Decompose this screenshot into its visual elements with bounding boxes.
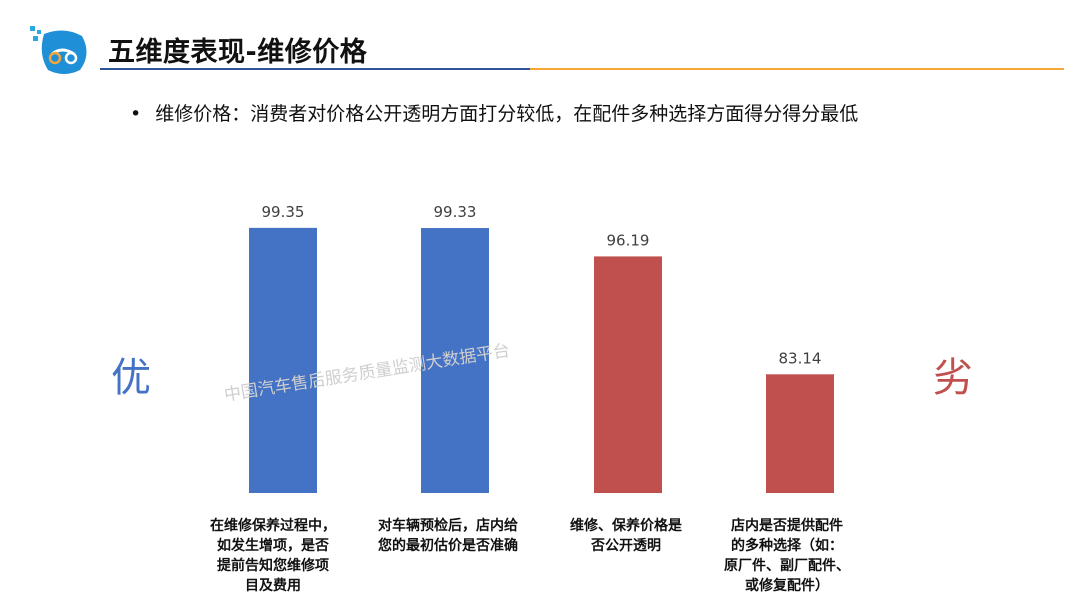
title-underline-blue xyxy=(100,68,530,70)
bullet-text: 维修价格：消费者对价格公开透明方面打分较低，在配件多种选择方面得分得分最低 xyxy=(155,103,859,125)
bar-4 xyxy=(766,374,834,493)
bullet-marker: • xyxy=(130,103,142,125)
page-title: 五维度表现-维修价格 xyxy=(108,37,368,68)
data-label-2: 99.33 xyxy=(434,203,477,221)
logo-icon xyxy=(30,26,87,75)
category-label-2: 对车辆预检后，店内给 您的最初估价是否准确 xyxy=(378,518,518,554)
data-label-1: 99.35 xyxy=(262,203,305,221)
data-label-4: 83.14 xyxy=(779,349,822,367)
bar-3 xyxy=(594,256,662,493)
bar-1 xyxy=(249,227,317,493)
left-label-best: 优 xyxy=(111,355,151,401)
data-label-3: 96.19 xyxy=(607,231,650,249)
category-label-1: 在维修保养过程中， 如发生增项，是否 提前告知您维修项 目及费用 xyxy=(210,518,336,594)
title-underline-orange xyxy=(530,68,1064,70)
right-label-worst: 劣 xyxy=(933,355,973,401)
bullet-point: • 维修价格：消费者对价格公开透明方面打分较低，在配件多种选择方面得分得分最低 xyxy=(130,99,858,126)
bar-2 xyxy=(421,228,489,493)
category-label-3: 维修、保养价格是 否公开透明 xyxy=(570,518,682,554)
category-label-4: 店内是否提供配件 的多种选择（如： 原厂件、副厂配件、 或修复配件） xyxy=(724,518,850,594)
